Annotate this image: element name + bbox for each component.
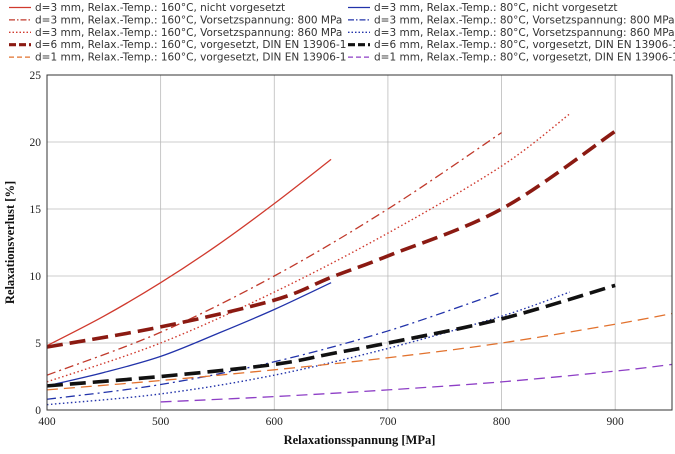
series-line-7-d-6-mm-relax-temp-160-c-vorgesetzt-din-e xyxy=(47,129,617,349)
legend-entry-5: d=3 mm, Relax.-Temp.: 160°C, Vorsetzspan… xyxy=(9,27,342,39)
series-lines xyxy=(47,113,672,406)
y-axis-label: Relaxationsverlust [%] xyxy=(3,181,17,304)
series-line-2-d-3-mm-relax-temp-80-c-nicht-vorgesetzt xyxy=(47,282,332,387)
legend-label-5: d=3 mm, Relax.-Temp.: 160°C, Vorsetzspan… xyxy=(35,27,342,39)
legend-label-10: d=1 mm, Relax.-Temp.: 80°C, vorgesetzt, … xyxy=(374,52,675,64)
series-line-4-d-3-mm-relax-temp-80-c-vorsetzspannung-8 xyxy=(47,291,502,400)
series-line-6-d-3-mm-relax-temp-80-c-vorsetzspannung-8 xyxy=(47,291,570,406)
y-axis-ticks: 0 5 10 15 20 25 xyxy=(30,70,42,417)
legend-label-6: d=3 mm, Relax.-Temp.: 80°C, Vorsetzspann… xyxy=(374,27,675,39)
x-tick-label-600: 600 xyxy=(266,416,284,428)
legend-label-2: d=3 mm, Relax.-Temp.: 80°C, nicht vorges… xyxy=(374,2,617,14)
x-tick-label-700: 700 xyxy=(379,416,397,428)
legend-label-8: d=6 mm, Relax.-Temp.: 80°C, vorgesetzt, … xyxy=(374,39,675,51)
y-tick-label-10: 10 xyxy=(30,271,42,283)
x-tick-label-900: 900 xyxy=(607,416,625,428)
legend-label-7: d=6 mm, Relax.-Temp.: 160°C, vorgesetzt,… xyxy=(35,39,346,51)
x-axis-ticks: 400 500 600 700 800 900 xyxy=(38,416,624,428)
series-line-5-d-3-mm-relax-temp-160-c-vorsetzspannung- xyxy=(47,113,571,383)
legend-entry-8: d=6 mm, Relax.-Temp.: 80°C, vorgesetzt, … xyxy=(348,39,675,51)
legend-label-9: d=1 mm, Relax.-Temp.: 160°C, vorgesetzt,… xyxy=(35,52,346,64)
legend: d=3 mm, Relax.-Temp.: 160°C, nicht vorge… xyxy=(9,2,675,64)
series-line-8-d-6-mm-relax-temp-80-c-vorgesetzt-din-en xyxy=(47,283,616,388)
legend-entry-4: d=3 mm, Relax.-Temp.: 80°C, Vorsetzspann… xyxy=(348,14,675,26)
legend-entry-6: d=3 mm, Relax.-Temp.: 80°C, Vorsetzspann… xyxy=(348,27,675,39)
legend-entry-2: d=3 mm, Relax.-Temp.: 80°C, nicht vorges… xyxy=(348,2,617,14)
legend-entry-1: d=3 mm, Relax.-Temp.: 160°C, nicht vorge… xyxy=(9,2,285,14)
y-tick-label-25: 25 xyxy=(30,70,42,82)
series-line-1-d-3-mm-relax-temp-160-c-nicht-vorgesetzt xyxy=(47,158,332,347)
x-tick-label-500: 500 xyxy=(152,416,170,428)
series-line-10-d-1-mm-relax-temp-80-c-vorgesetzt-din-en xyxy=(160,363,672,403)
legend-entry-9: d=1 mm, Relax.-Temp.: 160°C, vorgesetzt,… xyxy=(9,52,346,64)
series-line-3-d-3-mm-relax-temp-160-c-vorsetzspannung- xyxy=(47,132,502,376)
x-tick-label-800: 800 xyxy=(493,416,511,428)
plot-frame xyxy=(46,74,673,411)
legend-label-3: d=3 mm, Relax.-Temp.: 160°C, Vorsetzspan… xyxy=(35,14,342,26)
y-tick-label-15: 15 xyxy=(30,204,42,216)
legend-label-1: d=3 mm, Relax.-Temp.: 160°C, nicht vorge… xyxy=(35,2,285,14)
grid xyxy=(46,74,672,411)
legend-label-4: d=3 mm, Relax.-Temp.: 80°C, Vorsetzspann… xyxy=(374,14,675,26)
x-tick-label-400: 400 xyxy=(38,416,56,428)
x-axis-label: Relaxationsspannung [MPa] xyxy=(284,433,436,447)
y-tick-label-20: 20 xyxy=(30,137,42,149)
legend-entry-3: d=3 mm, Relax.-Temp.: 160°C, Vorsetzspan… xyxy=(9,14,342,26)
legend-entry-7: d=6 mm, Relax.-Temp.: 160°C, vorgesetzt,… xyxy=(9,39,346,51)
legend-entry-10: d=1 mm, Relax.-Temp.: 80°C, vorgesetzt, … xyxy=(348,52,675,64)
y-tick-label-0: 0 xyxy=(35,405,41,417)
y-tick-label-5: 5 xyxy=(35,338,41,350)
